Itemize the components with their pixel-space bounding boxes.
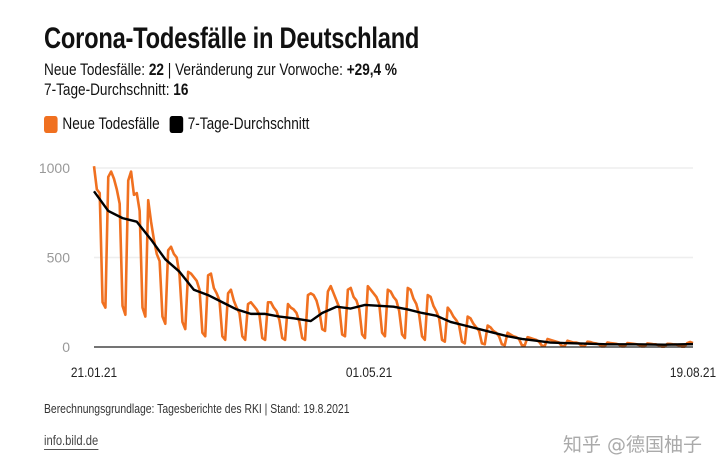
new-deaths-label: Neue Todesfälle: bbox=[44, 60, 149, 79]
avg-label: 7-Tage-Durchschnitt: bbox=[44, 80, 174, 99]
stats-line-1: Neue Todesfälle: 22 | Veränderung zur Vo… bbox=[44, 60, 397, 80]
separator: | bbox=[163, 60, 176, 79]
legend-label: Neue Todesfälle bbox=[62, 114, 160, 133]
watermark: 知乎 @德国柚子 bbox=[562, 434, 702, 456]
source-note: Berechnungsgrundlage: Tagesberichte des … bbox=[44, 401, 350, 416]
series-7day-average bbox=[93, 190, 694, 346]
x-tick-label: 19.08.21 bbox=[670, 364, 716, 380]
legend-swatch-black bbox=[169, 115, 183, 133]
chart-title: Corona-Todesfälle in Deutschland bbox=[44, 22, 420, 55]
legend-item-avg: 7-Tage-Durchschnitt bbox=[169, 114, 309, 134]
change-label: Veränderung zur Vorwoche: bbox=[175, 60, 347, 79]
stats-line-2: 7-Tage-Durchschnitt: 16 bbox=[44, 80, 188, 100]
y-tick-label: 500 bbox=[47, 250, 71, 266]
y-tick-label: 0 bbox=[62, 339, 70, 355]
legend-swatch-orange bbox=[44, 115, 58, 133]
x-tick-label: 21.01.21 bbox=[71, 364, 117, 380]
change-value: +29,4 % bbox=[346, 60, 397, 79]
avg-value: 16 bbox=[173, 80, 189, 99]
info-link[interactable]: info.bild.de bbox=[44, 432, 99, 450]
series-daily-deaths bbox=[92, 166, 694, 348]
x-tick-label: 01.05.21 bbox=[346, 364, 392, 380]
legend-label: 7-Tage-Durchschnitt bbox=[187, 114, 310, 133]
new-deaths-value: 22 bbox=[148, 60, 164, 79]
legend: Neue Todesfälle 7-Tage-Durchschnitt bbox=[44, 114, 319, 134]
y-tick-label: 1000 bbox=[39, 160, 70, 176]
legend-item-daily: Neue Todesfälle bbox=[44, 114, 160, 134]
